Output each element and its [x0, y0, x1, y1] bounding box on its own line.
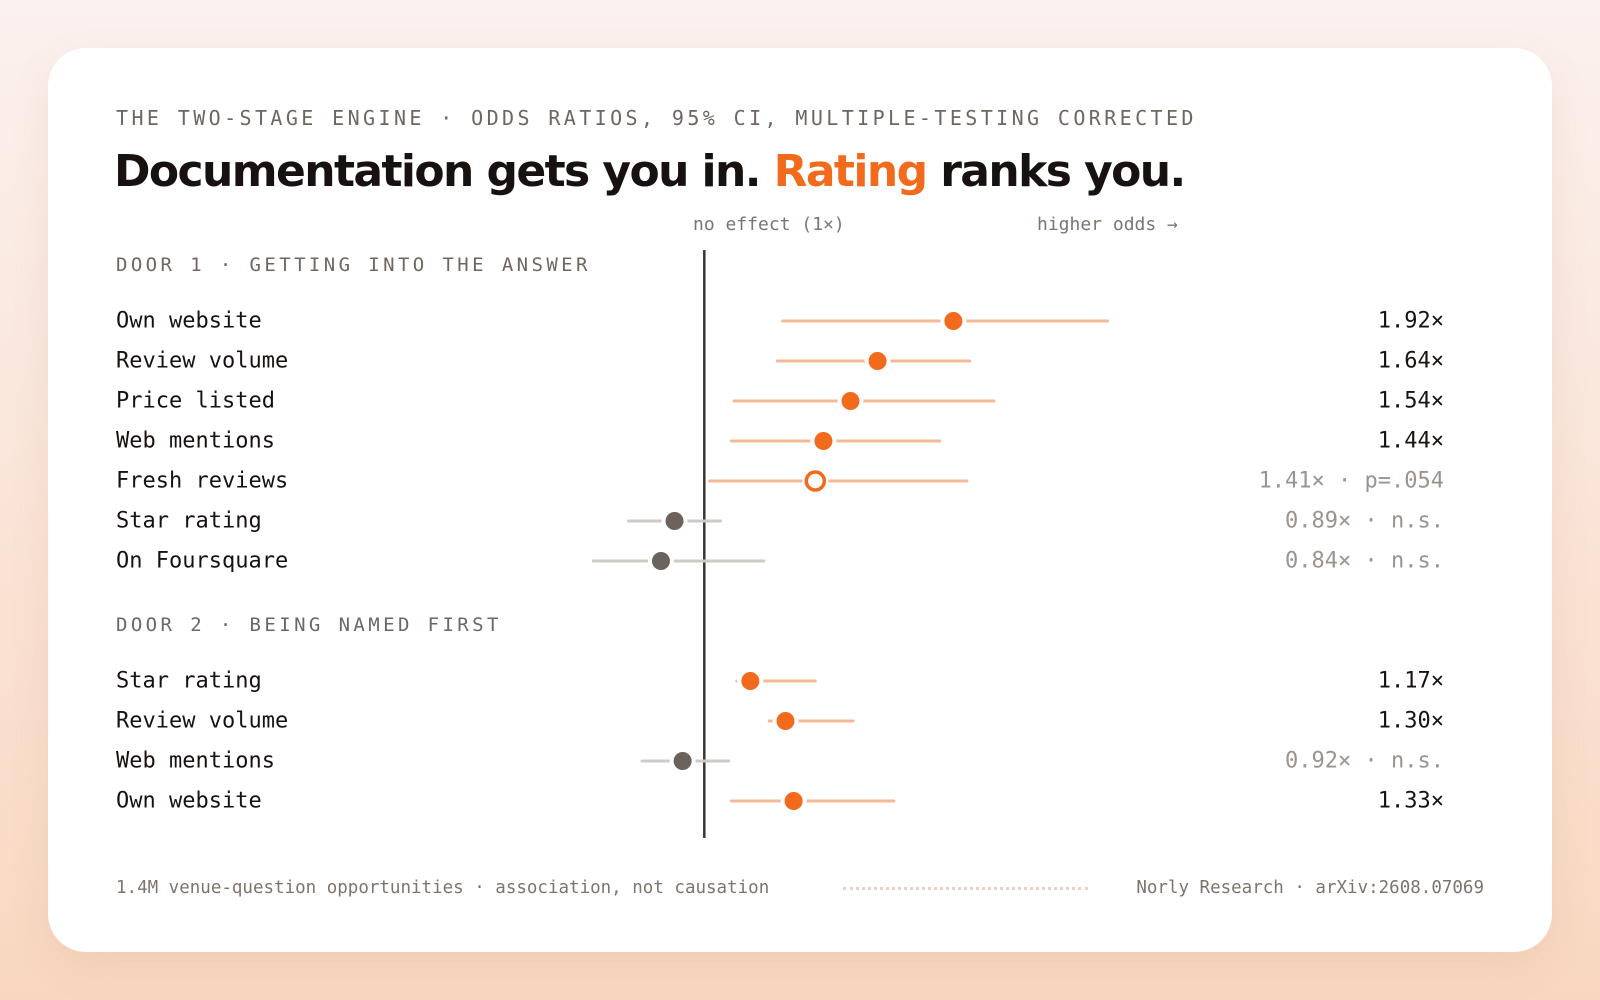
row-label: Review volume [116, 708, 289, 734]
row-label: Web mentions [116, 748, 275, 774]
row-value: 1.92× [1377, 308, 1444, 334]
point-estimate [804, 470, 827, 492]
point-estimate [868, 352, 887, 370]
footer-dotted-divider [843, 887, 1088, 890]
row-label: Fresh reviews [116, 468, 289, 494]
point-estimate [741, 672, 760, 690]
row-value: 1.44× [1377, 428, 1444, 454]
point-estimate [814, 432, 833, 450]
point-estimate [944, 312, 963, 330]
headline-part-1: Documentation gets you in. [114, 146, 774, 197]
point-estimate [651, 552, 670, 570]
higher-odds-label: higher odds → [1037, 214, 1178, 235]
row-value: 1.17× [1377, 668, 1444, 694]
no-effect-label: no effect (1×) [693, 214, 845, 235]
row-value: 1.33× [1377, 788, 1444, 814]
row-label: Web mentions [116, 428, 275, 454]
headline-part-2: ranks you. [926, 146, 1186, 197]
row-value: 0.84× · n.s. [1285, 548, 1444, 574]
row-value: 0.89× · n.s. [1285, 508, 1444, 534]
row-label: On Foursquare [116, 548, 289, 574]
plot-marks [591, 308, 1110, 814]
footer-note: 1.4M venue-question opportunities · asso… [116, 878, 770, 898]
headline-accent-word: Rating [773, 146, 929, 197]
row-label: Star rating [116, 508, 262, 534]
row-value: 0.92× · n.s. [1285, 748, 1444, 774]
point-estimate [776, 712, 795, 730]
row-label: Star rating [116, 668, 262, 694]
row-label: Price listed [116, 388, 275, 414]
footer-source: Norly Research · arXiv:2608.07069 [1136, 878, 1484, 898]
point-estimate [673, 752, 692, 770]
chart-kicker: THE TWO-STAGE ENGINE · ODDS RATIOS, 95% … [116, 106, 1197, 130]
row-value: 1.41× · p=.054 [1258, 468, 1444, 494]
point-estimate [784, 792, 803, 810]
row-label: Review volume [116, 348, 289, 374]
row-value: 1.64× [1377, 348, 1444, 374]
section-label-door-2: DOOR 2 · BEING NAMED FIRST [116, 614, 502, 636]
point-estimate [841, 392, 860, 410]
chart-headline: Documentation gets you in. Rating ranks … [114, 146, 1186, 197]
row-label: Own website [116, 308, 262, 334]
row-label: Own website [116, 788, 262, 814]
row-value: 1.30× [1377, 708, 1444, 734]
section-label-door-1: DOOR 1 · GETTING INTO THE ANSWER [116, 254, 591, 276]
point-estimate [665, 512, 684, 530]
row-value: 1.54× [1377, 388, 1444, 414]
